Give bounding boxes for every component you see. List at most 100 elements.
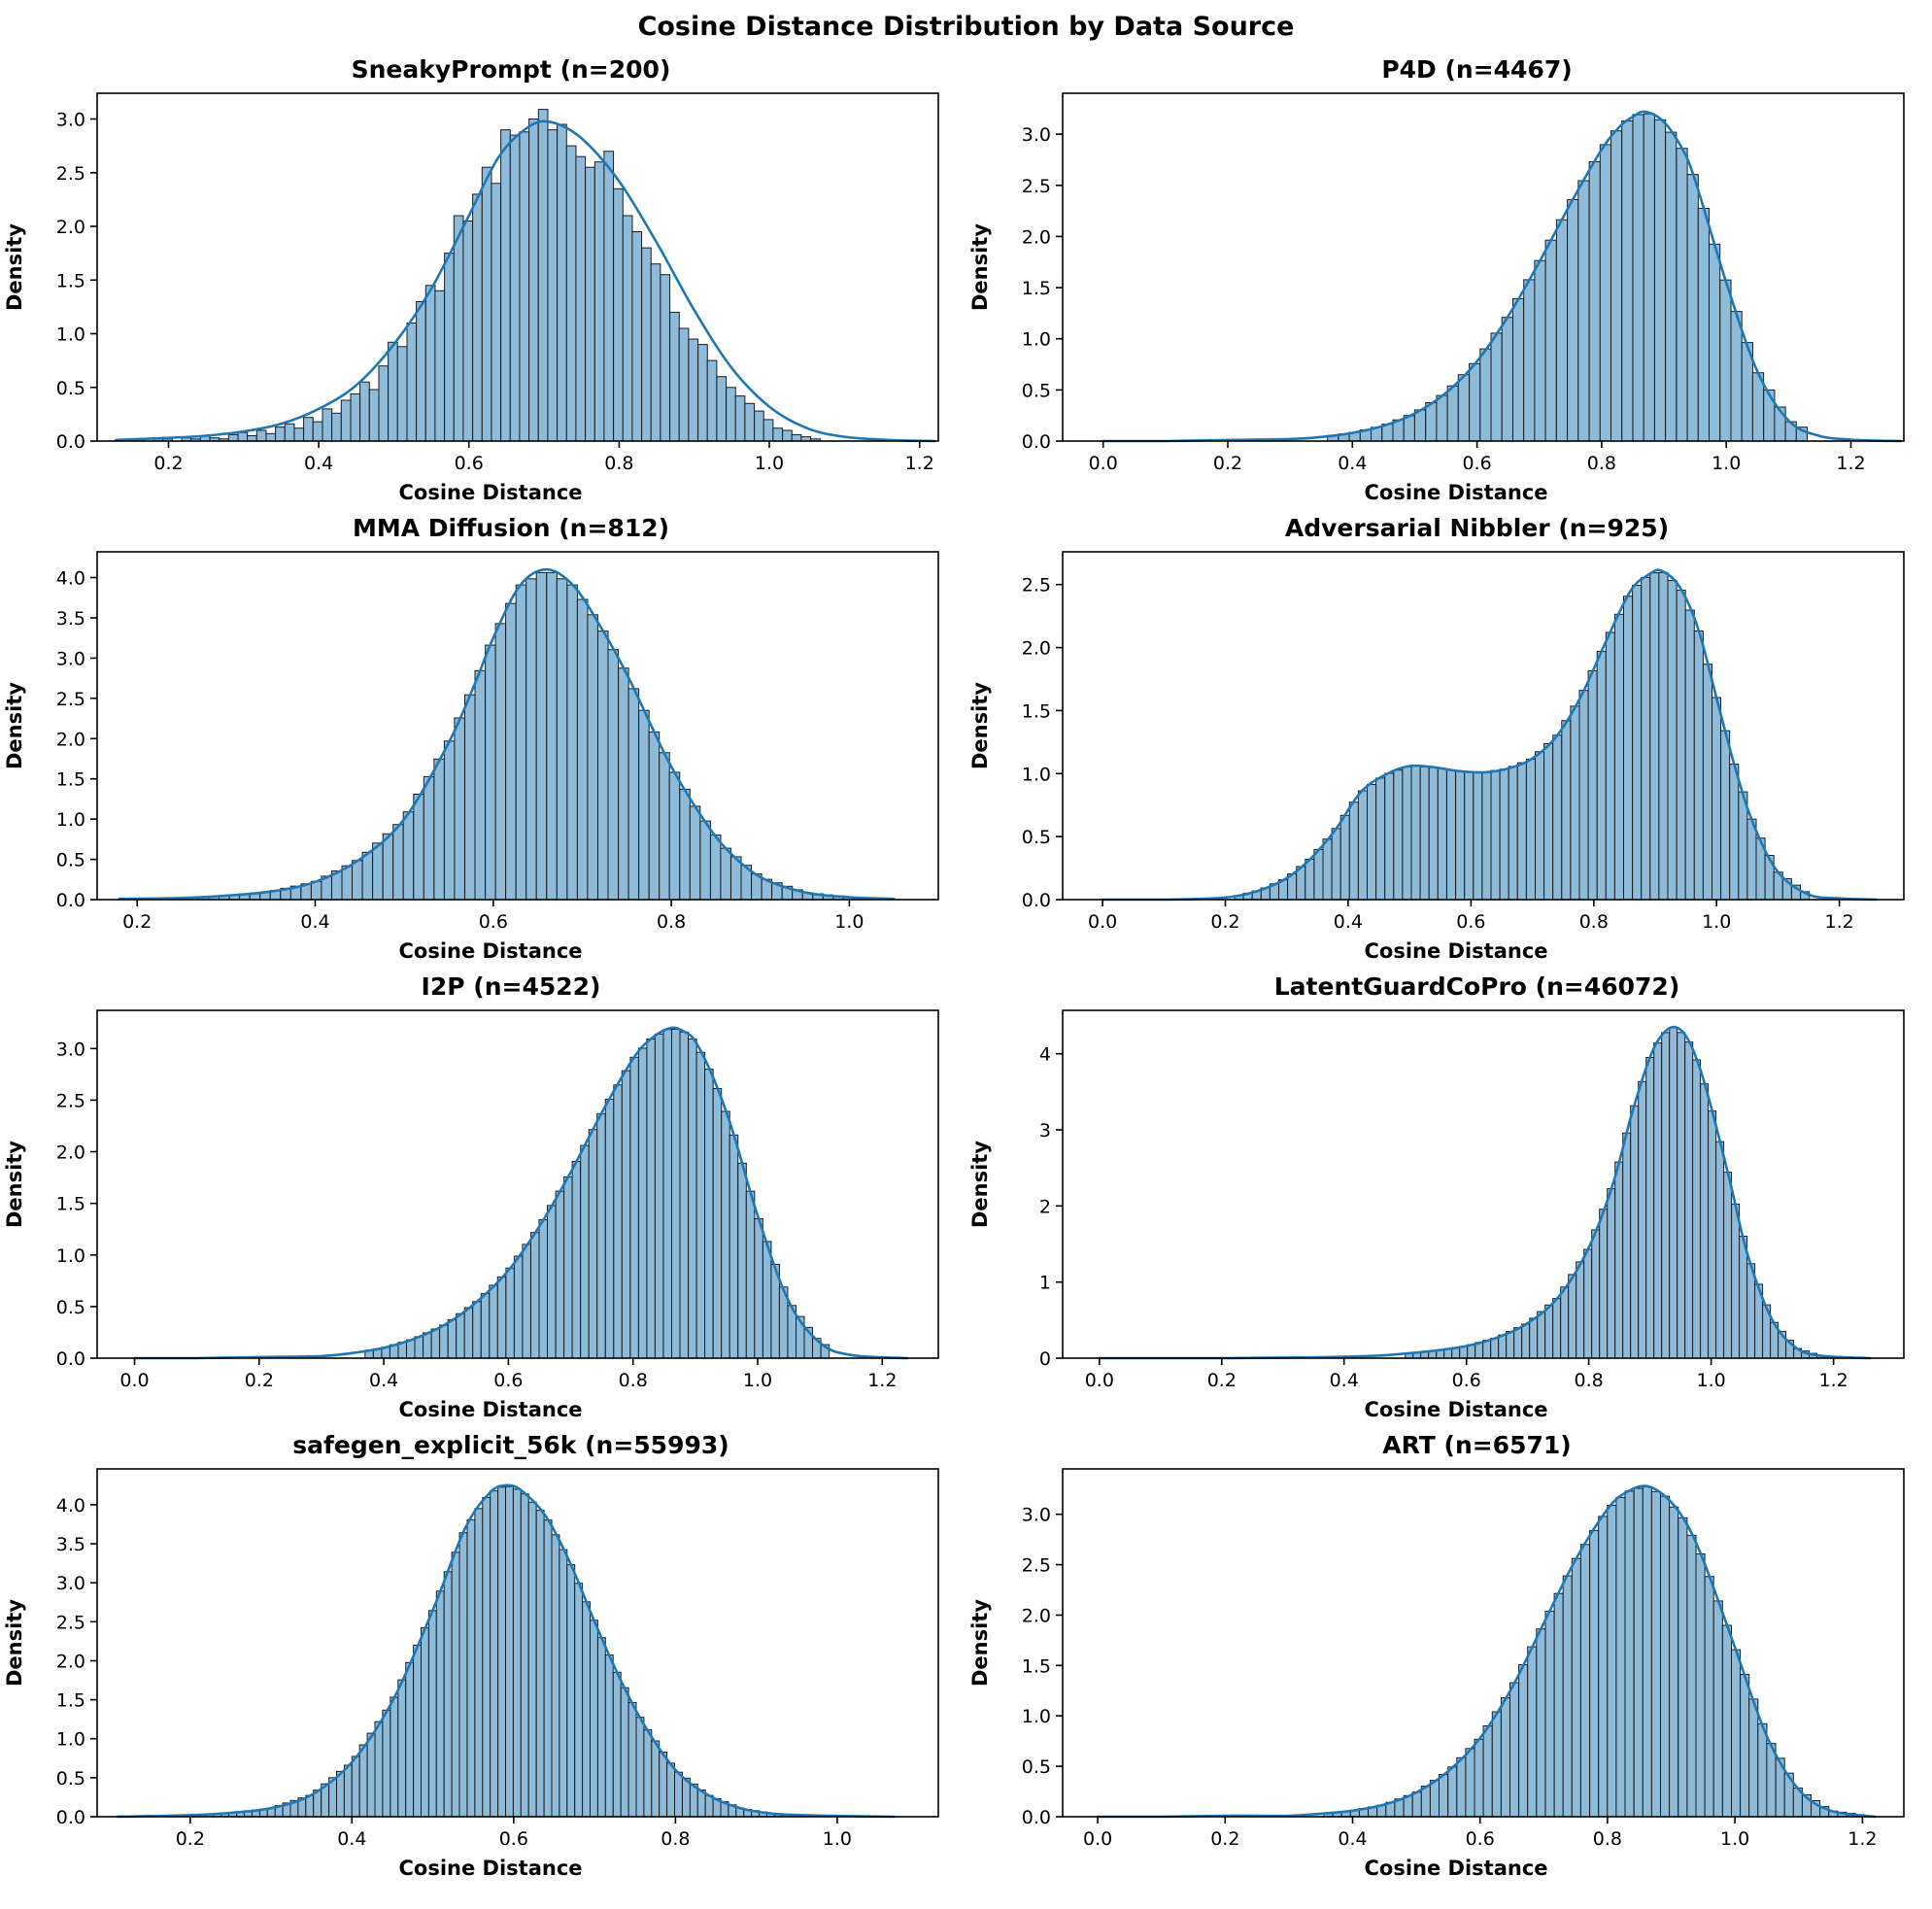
hist-bar <box>574 1583 584 1818</box>
x-tick-label: 0.6 <box>479 911 508 933</box>
y-tick-label: 4 <box>1039 1044 1051 1066</box>
subplot-art: ART (n=6571) Density 0.0 0.2 0.4 0.6 0.8 1.0 1… <box>966 1426 1932 1885</box>
y-axis-label: Density <box>0 546 29 938</box>
hist-bar <box>604 1099 615 1359</box>
hist-bar <box>405 1661 415 1818</box>
hist-bar <box>555 1190 565 1359</box>
hist-bar <box>706 359 718 442</box>
hist-bar <box>643 1729 653 1818</box>
hist-bar <box>462 221 474 442</box>
hist-bar <box>496 1276 507 1359</box>
hist-bar <box>1509 1682 1520 1818</box>
hist-bar <box>1481 771 1492 901</box>
y-tick-label: 3.5 <box>56 608 85 630</box>
y-axis-label: Density <box>0 1463 29 1856</box>
hist-bar <box>390 1696 399 1818</box>
hist-bar <box>1429 1780 1441 1818</box>
hist-bar <box>1702 664 1713 901</box>
hist-bar <box>1523 279 1536 442</box>
subplot-body: Density 0.2 0.4 0.6 0.8 1.0 0.0 0.5 1.0 1.5 2.0 2.… <box>0 546 966 938</box>
y-tick-label: 0.5 <box>1022 827 1051 848</box>
hist-bar <box>603 151 615 442</box>
x-tick-label: 1.2 <box>1824 911 1853 933</box>
hist-bar <box>284 423 295 442</box>
kde-curve <box>1102 110 1903 443</box>
subplot-latentguardcopro: LatentGuardCoPro (n=46072) Density 0.0 0.… <box>966 968 1932 1426</box>
hist-bar <box>1499 768 1509 901</box>
hist-bar <box>580 1144 590 1359</box>
hist-bar <box>1720 730 1731 901</box>
hist-bar <box>1731 1649 1742 1818</box>
axes-frame <box>96 92 939 442</box>
hist-bar <box>646 1039 656 1359</box>
x-tick-label: 0.8 <box>1574 1370 1603 1391</box>
x-tick-label: 1.0 <box>823 1828 852 1850</box>
y-tick-label: 1.0 <box>56 1245 85 1267</box>
hist-bar <box>1555 219 1569 442</box>
y-axis-label-text: Density <box>968 1598 992 1687</box>
hist-bar <box>439 1324 449 1359</box>
subplot-i2p: I2P (n=4522) Density 0.0 0.2 0.4 0.6 0.8 1.0 1… <box>0 968 966 1426</box>
hist-bar <box>535 571 548 901</box>
x-tick-label: 0.2 <box>1213 453 1242 474</box>
hist-bar <box>1692 1059 1702 1359</box>
hist-bar <box>1693 631 1704 901</box>
hist-bar <box>791 433 802 442</box>
x-tick-label: 0.4 <box>1334 911 1363 933</box>
x-tick-label: 0.8 <box>661 1828 690 1850</box>
hist-bar <box>463 1307 474 1359</box>
kde-curve <box>118 567 896 901</box>
hist-bar <box>543 1519 553 1818</box>
y-tick-label: 3.0 <box>56 1573 85 1594</box>
hist-bar <box>382 1709 391 1818</box>
hist-bar <box>635 1717 645 1818</box>
hist-bar <box>433 758 445 901</box>
hist-bar <box>682 1777 691 1818</box>
hist-bar <box>679 788 691 901</box>
hist-bar <box>1650 1490 1662 1818</box>
x-tick-label: 1.0 <box>743 1370 772 1391</box>
hist-bar <box>1660 1495 1671 1818</box>
y-tick-label: 0.0 <box>1022 1807 1051 1828</box>
x-tick-label: 1.2 <box>867 1370 897 1391</box>
hist-bar <box>1367 784 1377 901</box>
hist-bar <box>613 187 624 442</box>
hist-bar <box>1649 572 1660 901</box>
hist-bar <box>1446 385 1459 442</box>
hist-bar <box>1479 348 1492 442</box>
hist-bar <box>1473 771 1483 901</box>
hist-bar <box>535 1510 545 1818</box>
y-tick-label: 0.0 <box>56 1807 85 1828</box>
hist-bar <box>1667 580 1678 901</box>
axes-frame <box>1062 1009 1905 1359</box>
hist-bar <box>565 145 577 442</box>
x-tick-label: 0.0 <box>1088 911 1117 933</box>
y-tick-label: 0.0 <box>56 1348 85 1370</box>
hist-bar <box>538 1219 549 1359</box>
hist-bar <box>575 155 587 442</box>
x-axis-label: Cosine Distance <box>1364 1398 1548 1421</box>
hist-bar <box>1348 801 1359 901</box>
hist-bar <box>1553 1592 1564 1818</box>
hist-bar <box>613 1084 623 1359</box>
hist-bar <box>1632 585 1643 901</box>
hist-bar <box>1544 1610 1555 1818</box>
hist-bar <box>678 327 690 442</box>
subplot-title-sneakyprompt: SneakyPrompt (n=200) <box>351 55 671 84</box>
hist-bar <box>1757 1722 1768 1818</box>
hist-bar <box>699 820 711 901</box>
hist-bar <box>593 161 605 442</box>
x-tick-label: 0.8 <box>1593 1828 1622 1850</box>
hist-bar <box>712 1088 723 1359</box>
x-tick-label: 0.6 <box>455 453 484 474</box>
hist-bar <box>689 805 701 901</box>
hist-bar <box>421 1627 429 1818</box>
hist-bar <box>1534 259 1546 442</box>
hist-bar <box>1596 650 1607 901</box>
y-tick-label: 1.0 <box>1022 764 1051 785</box>
hist-bar <box>255 429 267 442</box>
hist-bar <box>1403 415 1415 442</box>
hist-bar <box>1697 208 1711 442</box>
hist-bar <box>528 119 539 442</box>
hist-bar <box>1633 1487 1644 1818</box>
